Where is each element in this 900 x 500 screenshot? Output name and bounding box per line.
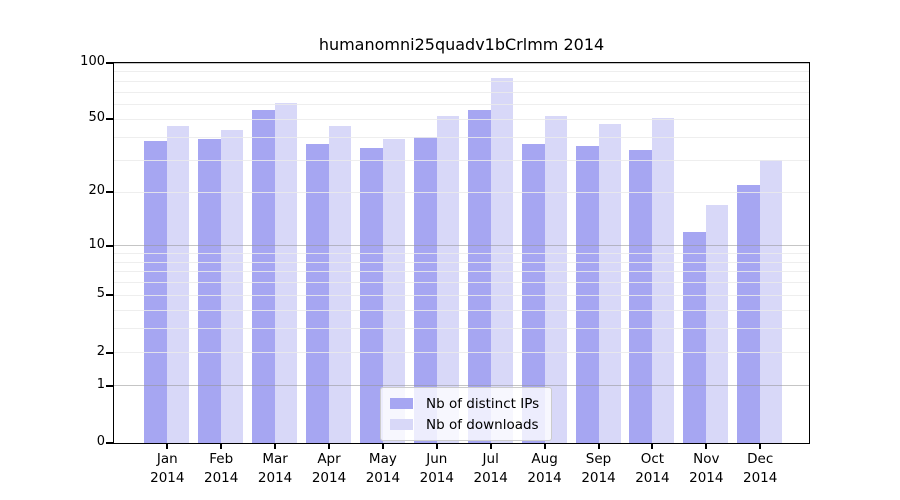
x-tick-label-sep: Sep 2014 [581,451,616,486]
x-tick-label-jul: Jul 2014 [473,451,508,486]
bar-distinct-ips-aug [521,143,545,443]
gridline-60 [114,104,809,106]
x-tick-jul [489,444,492,449]
x-tick-label-aug: Aug 2014 [527,451,562,486]
y-tick-label-1: 1 [96,376,105,392]
bar-downloads-aug [544,116,567,443]
y-tick-0 [106,442,113,444]
y-tick-20 [106,191,113,194]
bar-distinct-ips-jun [413,137,437,443]
gridline-5 [114,294,809,296]
bar-downloads-mar [275,103,298,443]
x-tick-mar [274,444,277,449]
y-tick-label-0: 0 [96,434,105,449]
y-tick-label-2: 2 [96,343,105,359]
bar-distinct-ips-sep [575,145,599,443]
legend: Nb of distinct IPs Nb of downloads [380,387,553,441]
y-tick-5 [106,294,113,297]
x-tick-nov [705,444,708,449]
x-tick-may [381,444,384,449]
x-tick-apr [328,444,330,449]
x-tick-label-nov: Nov 2014 [689,451,724,486]
y-tick-label-100: 100 [80,54,105,69]
bar-downloads-jun [436,116,459,443]
gridline-3 [114,328,809,330]
x-tick-label-dec: Dec 2014 [743,451,778,486]
y-tick-10 [106,244,113,247]
gridline-8 [114,261,809,263]
bar-downloads-jan [167,126,190,443]
gridline-30 [114,159,809,161]
bar-downloads-feb [221,129,244,443]
bar-distinct-ips-jan [144,141,168,443]
x-tick-label-jan: Jan 2014 [150,451,185,486]
bar-distinct-ips-mar [252,110,276,443]
gridline-80 [114,80,809,82]
x-tick-feb [220,444,223,449]
gridline-70 [114,91,809,93]
gridline-1 [114,385,809,387]
x-tick-label-jun: Jun 2014 [419,451,454,486]
legend-row-downloads: Nb of downloads [390,414,539,435]
x-tick-jan [166,444,169,449]
bar-downloads-dec [760,160,783,443]
x-tick-aug [543,444,546,449]
y-tick-label-5: 5 [96,286,105,302]
x-tick-label-feb: Feb 2014 [204,451,239,486]
gridline-4 [114,309,809,311]
bar-distinct-ips-dec [737,184,761,443]
bar-downloads-oct [652,117,675,443]
y-tick-label-20: 20 [88,183,105,199]
x-tick-oct [651,444,654,449]
gridline-40 [114,136,809,138]
gridline-100 [114,62,809,64]
bar-downloads-sep [598,124,621,443]
x-tick-jun [435,444,438,449]
bar-downloads-may [382,139,405,443]
x-tick-sep [597,444,600,449]
x-tick-label-oct: Oct 2014 [635,451,670,486]
y-tick-50 [106,118,113,121]
gridline-2 [114,352,809,354]
legend-label-distinct-ips: Nb of distinct IPs [426,395,540,412]
y-tick-label-50: 50 [88,110,105,126]
legend-label-downloads: Nb of downloads [426,416,539,433]
gridline-9 [114,252,809,254]
bar-downloads-jul [490,78,513,443]
y-tick-100 [106,62,113,64]
bar-distinct-ips-apr [306,143,329,443]
gridline-10 [114,245,809,247]
x-tick-label-may: May 2014 [365,451,401,486]
plot-area: Nb of distinct IPs Nb of downloads [113,62,810,444]
bar-downloads-nov [706,205,729,443]
y-tick-1 [106,384,113,387]
legend-row-distinct-ips: Nb of distinct IPs [390,393,539,414]
y-tick-2 [106,351,113,354]
chart-title: humanomni25quadv1bCrlmm 2014 [318,35,605,54]
gridline-50 [114,118,809,120]
gridline-7 [114,271,809,273]
legend-swatch-downloads [390,419,413,430]
y-tick-label-10: 10 [88,236,105,252]
bar-distinct-ips-nov [683,231,707,443]
bar-downloads-apr [329,126,351,443]
gridline-6 [114,282,809,284]
x-tick-label-apr: Apr 2014 [311,451,347,486]
gridline-20 [114,191,809,193]
legend-swatch-distinct-ips [390,398,413,409]
bar-distinct-ips-feb [198,139,222,443]
bar-distinct-ips-oct [629,150,653,443]
x-tick-label-mar: Mar 2014 [257,451,293,486]
gridline-90 [114,71,809,73]
x-tick-dec [759,444,762,449]
bar-distinct-ips-jul [467,110,491,443]
